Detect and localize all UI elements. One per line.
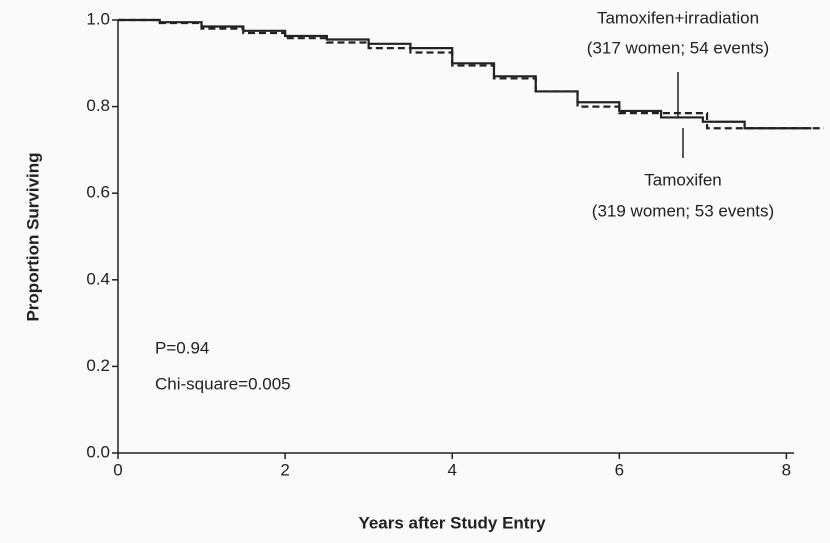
y-tick-label: 0.8 — [86, 96, 110, 115]
y-axis-title: Proportion Surviving — [23, 152, 42, 321]
annotation: P=0.94 — [155, 338, 209, 357]
legend-label: Tamoxifen+irradiation — [597, 8, 759, 27]
y-tick-label: 0.0 — [86, 442, 110, 461]
survival-curve — [118, 18, 812, 130]
x-tick-label: 2 — [280, 460, 289, 479]
y-tick-label: 0.4 — [86, 269, 110, 288]
y-tick-label: 0.2 — [86, 356, 110, 375]
x-tick-label: 6 — [615, 460, 624, 479]
y-tick-label: 0.6 — [86, 183, 110, 202]
x-tick-label: 0 — [113, 460, 122, 479]
survival-curve — [118, 18, 824, 130]
x-tick-label: 4 — [447, 460, 456, 479]
x-axis-title: Years after Study Entry — [358, 513, 546, 532]
annotation: (317 women; 54 events) — [587, 38, 769, 57]
y-tick-label: 1.0 — [86, 9, 110, 28]
annotation: (319 women; 53 events) — [592, 201, 774, 220]
x-tick-label: 8 — [782, 460, 791, 479]
legend-label: Tamoxifen — [644, 170, 721, 189]
annotation: Chi-square=0.005 — [155, 374, 291, 393]
